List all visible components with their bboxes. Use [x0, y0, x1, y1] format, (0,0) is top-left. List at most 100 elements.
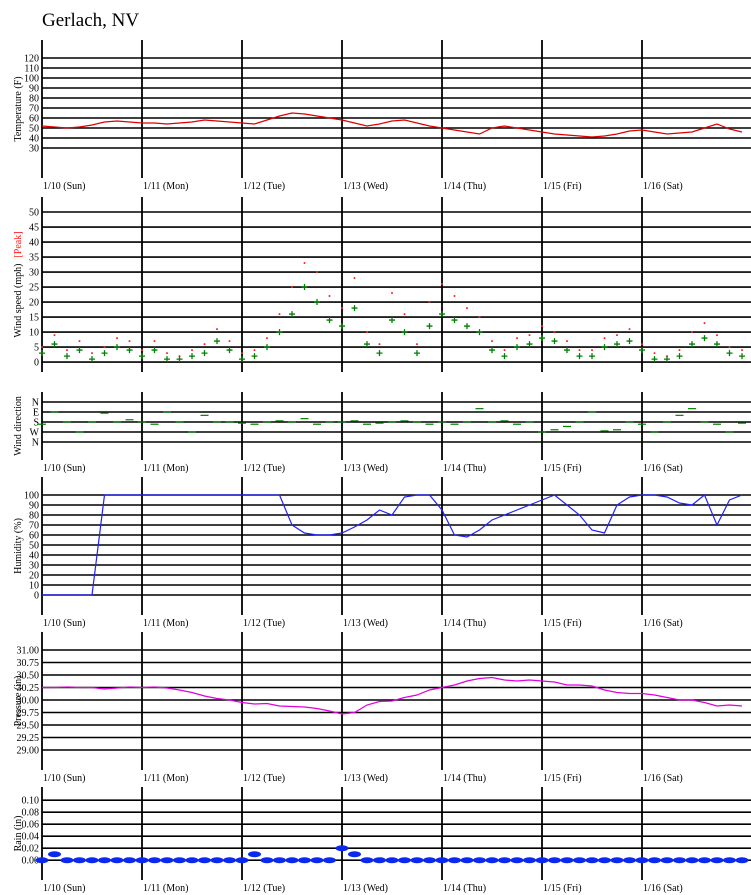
rain-point	[535, 857, 549, 864]
x-tick-label: 1/14 (Thu)	[443, 773, 486, 784]
rain-point	[510, 857, 524, 864]
y-tick-label: 0.06	[22, 820, 40, 831]
wind-speed-point	[689, 341, 695, 348]
peak-point	[578, 349, 581, 352]
y-tick-label: 10	[29, 328, 39, 339]
peak-point	[528, 334, 531, 337]
wind-speed-point	[601, 344, 608, 351]
wind-speed-point	[414, 350, 420, 357]
wind-speed-point	[101, 350, 108, 357]
wind-speed-point	[626, 338, 633, 345]
rain-point	[360, 857, 374, 864]
peak-point	[428, 301, 431, 304]
peak-point	[628, 328, 631, 331]
x-tick-label: 1/12 (Tue)	[243, 773, 285, 784]
rain-point	[285, 857, 299, 864]
peak-point	[253, 349, 256, 352]
x-tick-label: 1/13 (Wed)	[343, 773, 388, 784]
y-tick-label: 30.00	[17, 696, 40, 707]
peak-point	[191, 349, 193, 352]
peak-point	[653, 352, 656, 355]
peak-point	[216, 328, 218, 331]
peak-point	[516, 337, 518, 340]
y-tick-label: 0.08	[22, 808, 40, 819]
y-tick-label: 10	[29, 581, 39, 592]
x-tick-label: 1/15 (Fri)	[543, 883, 582, 894]
wind-speed-point	[239, 356, 245, 363]
y-tick-label: 15	[29, 313, 39, 324]
rain-point	[85, 857, 99, 864]
peak-point	[128, 340, 131, 343]
rain-point	[248, 851, 261, 858]
x-tick-label: 1/16 (Sat)	[643, 773, 683, 784]
rain-point	[398, 857, 411, 864]
rain-point	[685, 857, 699, 864]
y-tick-label: 29.00	[17, 746, 40, 757]
peak-point	[378, 343, 381, 346]
wind-speed-point	[451, 317, 458, 324]
x-tick-label: 1/15 (Fri)	[543, 618, 582, 629]
wind-speed-point	[439, 311, 445, 318]
wind-speed-point	[564, 347, 570, 354]
y-tick-label: 0.10	[22, 796, 40, 807]
y-tick-label: 0	[34, 591, 39, 602]
y-tick-label: 110	[24, 64, 39, 75]
rain-point	[335, 845, 349, 852]
rain-point	[448, 857, 461, 864]
y-tick-label: 50	[29, 541, 39, 552]
y-axis-title: Temperature (F)	[13, 76, 24, 141]
rain-point	[623, 857, 636, 864]
y-tick-label: 0.00	[22, 856, 40, 867]
x-tick-label: 1/13 (Wed)	[343, 463, 388, 474]
y-tick-label: 0	[34, 358, 39, 369]
wind-speed-point	[651, 356, 658, 363]
wind-speed-point	[176, 356, 183, 363]
peak-point	[603, 337, 606, 340]
wind-speed-point	[676, 353, 683, 360]
y-tick-label: 30.75	[17, 658, 40, 669]
wind-speed-point	[201, 350, 208, 357]
wind-speed-point	[401, 329, 408, 336]
peak-point	[141, 349, 143, 352]
peak-point	[153, 340, 156, 343]
y-tick-label: 31.00	[17, 646, 40, 657]
x-tick-label: 1/15 (Fri)	[543, 463, 582, 474]
peak-point	[203, 343, 206, 346]
wind-speed-point	[89, 356, 95, 363]
peak-point	[278, 313, 281, 316]
y-tick-label: 40	[29, 134, 39, 145]
y-tick-label: 30.25	[17, 683, 40, 694]
peak-point	[316, 271, 318, 274]
data-line	[41, 112, 743, 138]
peak-point	[366, 331, 368, 334]
rain-point	[585, 857, 599, 864]
y-tick-label: 40	[29, 238, 39, 249]
rain-point	[235, 857, 249, 864]
y-tick-label: 60	[29, 531, 39, 542]
wind-speed-point	[64, 353, 70, 360]
y-tick-label: 100	[24, 491, 39, 502]
x-tick-label: 1/11 (Mon)	[143, 618, 188, 629]
rain-point	[210, 857, 224, 864]
peak-point	[466, 307, 468, 310]
wind-speed-point	[76, 347, 83, 354]
wind-speed-point	[476, 329, 483, 336]
wind-speed-point	[576, 353, 583, 360]
rain-point	[348, 851, 361, 858]
rain-point	[373, 857, 386, 864]
y-tick-label: 50	[29, 208, 39, 219]
rain-point	[185, 857, 199, 864]
peak-point	[491, 340, 493, 343]
rain-point	[298, 857, 311, 864]
rain-point	[673, 857, 686, 864]
peak-point	[166, 352, 168, 355]
peak-point	[678, 349, 681, 352]
y-tick-label: 120	[24, 54, 39, 65]
peak-point	[441, 283, 443, 286]
wind-speed-point	[289, 311, 295, 318]
x-tick-label: 1/12 (Tue)	[243, 463, 285, 474]
rain-point	[573, 857, 586, 864]
peak-point	[353, 277, 356, 280]
rain-point	[198, 857, 211, 864]
